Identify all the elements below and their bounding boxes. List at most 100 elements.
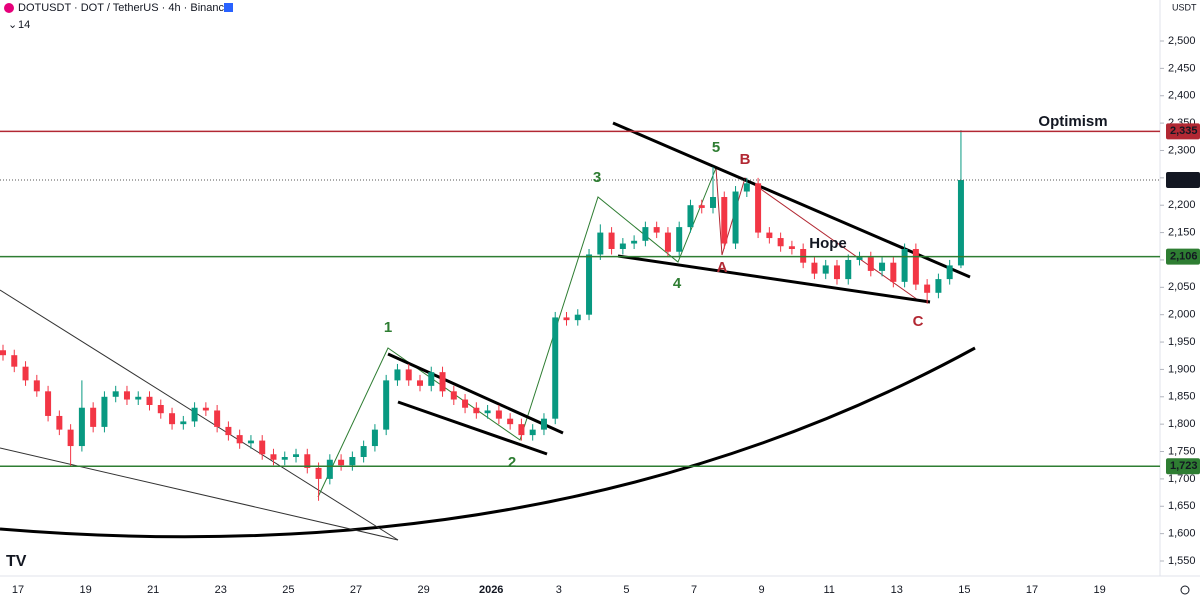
candle-body [732, 191, 739, 244]
x-tick-label: 3 [556, 584, 562, 596]
price-tag-label: 1,723 [1170, 460, 1198, 472]
candle-body [574, 314, 581, 321]
candle-body [90, 407, 97, 427]
x-tick-label: 19 [79, 584, 91, 596]
candle-body [180, 421, 187, 425]
x-tick-label: 15 [958, 584, 970, 596]
wedge-line [612, 121, 971, 279]
candle-body [619, 243, 626, 249]
collapse[interactable]: ⌄ [8, 19, 17, 31]
candle-body [338, 459, 345, 466]
y-tick-label: 2,350 [1168, 117, 1196, 129]
candle-body [259, 440, 266, 455]
curve [0, 346, 976, 539]
currency: USDT [1172, 2, 1197, 12]
candle-body [833, 265, 840, 280]
settings[interactable] [1180, 585, 1190, 595]
x-tick-label: 11 [823, 584, 834, 596]
candle-body [721, 197, 728, 244]
candle-body [135, 396, 142, 400]
y-tick-label: 2,300 [1168, 144, 1196, 156]
candle-body [450, 391, 457, 400]
candle-body [631, 240, 638, 244]
candle-body [225, 426, 232, 436]
candle-body [946, 265, 953, 280]
candle-body [484, 410, 491, 414]
candle-body [78, 407, 85, 447]
annotation: 4 [673, 275, 682, 292]
wave-line [317, 167, 717, 498]
y-tick-label: 1,750 [1168, 445, 1196, 457]
candle-body [383, 380, 390, 430]
candle-body [0, 350, 6, 356]
candle-body [33, 380, 40, 392]
candle-body [326, 459, 333, 479]
candle-body [800, 249, 807, 263]
candle-body [642, 227, 649, 241]
candle-body [563, 317, 570, 321]
candle-body [924, 284, 931, 293]
annotation: 1 [384, 319, 392, 336]
x-tick-label: 9 [759, 584, 765, 596]
y-tick-label: 1,650 [1168, 500, 1196, 512]
candle-body [214, 410, 221, 427]
candle-body [169, 413, 176, 425]
candle-body [473, 407, 480, 414]
y-tick-label: 2,000 [1168, 309, 1196, 321]
trendline [0, 447, 399, 541]
price-tag [1166, 458, 1200, 475]
x-tick-label: 17 [12, 584, 24, 596]
price-tag-label: 2,335 [1170, 125, 1198, 137]
candle-body [439, 372, 446, 392]
candle-body [293, 454, 300, 457]
candle-body [743, 183, 750, 192]
flag-line [397, 400, 548, 456]
x-tick-label: 21 [147, 584, 159, 596]
symbol-title: DOTUSDT · DOT / TetherUS · 4h · Binance [18, 2, 230, 14]
annotation: Hope [809, 235, 847, 252]
candle-body [845, 259, 852, 280]
flag-line [387, 352, 564, 435]
x-tick-label: 13 [891, 584, 903, 596]
annotation: 3 [593, 169, 601, 186]
candle-body [856, 257, 863, 260]
candle-body [495, 410, 502, 419]
candle-body [901, 249, 908, 282]
candle-body [698, 205, 705, 208]
candle-body [879, 262, 886, 271]
candle-body [586, 254, 593, 315]
price-tag [1166, 248, 1200, 265]
annotation: A [717, 259, 728, 276]
candle-body [22, 366, 29, 381]
flag-icon [224, 3, 233, 12]
candle-body [202, 407, 209, 411]
price-tag [1166, 172, 1200, 189]
price-tag-label: 2,106 [1170, 251, 1198, 263]
candle-body [822, 265, 829, 274]
candle-body [529, 429, 536, 436]
candle-body [304, 454, 311, 468]
x-tick-label: 5 [623, 584, 629, 596]
x-tick-label: 29 [417, 584, 429, 596]
candle-body [270, 454, 277, 460]
candle-body [146, 396, 153, 405]
candle-body [405, 369, 412, 381]
candle-body [687, 205, 694, 228]
candle-body [101, 396, 108, 427]
x-tick-label: 27 [350, 584, 362, 596]
candle-body [552, 317, 559, 419]
candle-body [67, 429, 74, 447]
candle-body [462, 399, 469, 408]
candle-body [247, 440, 254, 444]
candle-body [236, 435, 243, 444]
indicator-value: 14 [18, 19, 30, 31]
x-tick-label: 19 [1093, 584, 1105, 596]
candle-body [349, 457, 356, 466]
annotation: 5 [712, 139, 720, 156]
y-tick-label: 2,500 [1168, 35, 1196, 47]
candle-body [777, 238, 784, 247]
candle-body [157, 405, 164, 414]
candle-body [45, 391, 52, 416]
candle-body [394, 369, 401, 381]
